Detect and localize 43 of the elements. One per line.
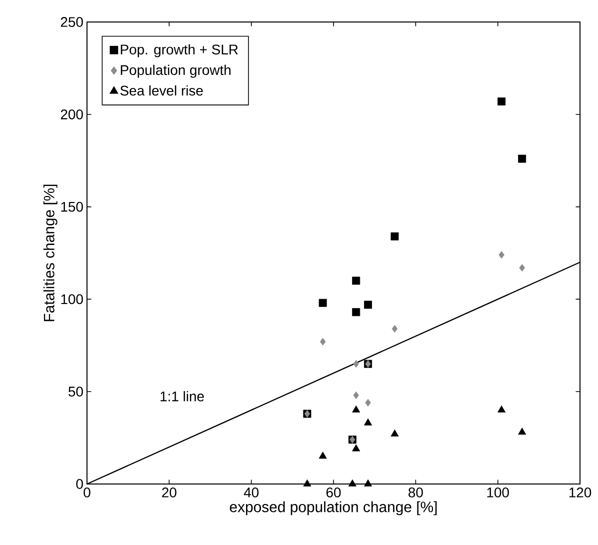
point [392,324,398,333]
point [348,479,356,486]
x-tick-label: 20 [162,488,176,498]
y-tick-label: 250 [60,17,83,27]
point [364,479,372,486]
point [318,452,327,459]
point [365,398,371,406]
x-tick-label: 80 [408,488,423,498]
point [353,360,359,368]
point [352,308,360,316]
point [352,405,360,412]
y-tick-label: 150 [61,202,83,212]
point [364,300,372,309]
y-tick-label: 50 [68,386,83,397]
y-tick-label: 0 [76,479,83,489]
y-tick-label: 100 [61,294,83,304]
legend-label: Population growth [120,64,230,78]
point [364,418,372,426]
point [353,392,359,400]
point [498,97,506,106]
point [320,338,326,346]
point [498,251,504,259]
legend-label: Sea level rise [120,85,203,96]
point [390,232,399,240]
point [352,444,360,452]
x-tick-label: 100 [487,488,509,498]
x-tick-label: 120 [569,488,592,498]
y-tick-label: 200 [60,109,83,120]
point [318,298,327,307]
point [519,264,525,272]
point [390,430,399,436]
point [498,405,506,412]
point [518,154,526,163]
point [303,479,312,486]
legend-label: Pop. growth + SLR [120,44,238,58]
annotation: 1:1 line [160,391,204,402]
point [518,428,526,435]
x-tick-label: 60 [326,488,341,498]
x-axis-title: exposed population change [%] [230,501,437,516]
y-axis-title: Fatalities change [%] [43,184,58,322]
x-tick-label: 0 [84,488,90,498]
x-tick-label: 40 [244,488,259,498]
point [352,276,360,285]
